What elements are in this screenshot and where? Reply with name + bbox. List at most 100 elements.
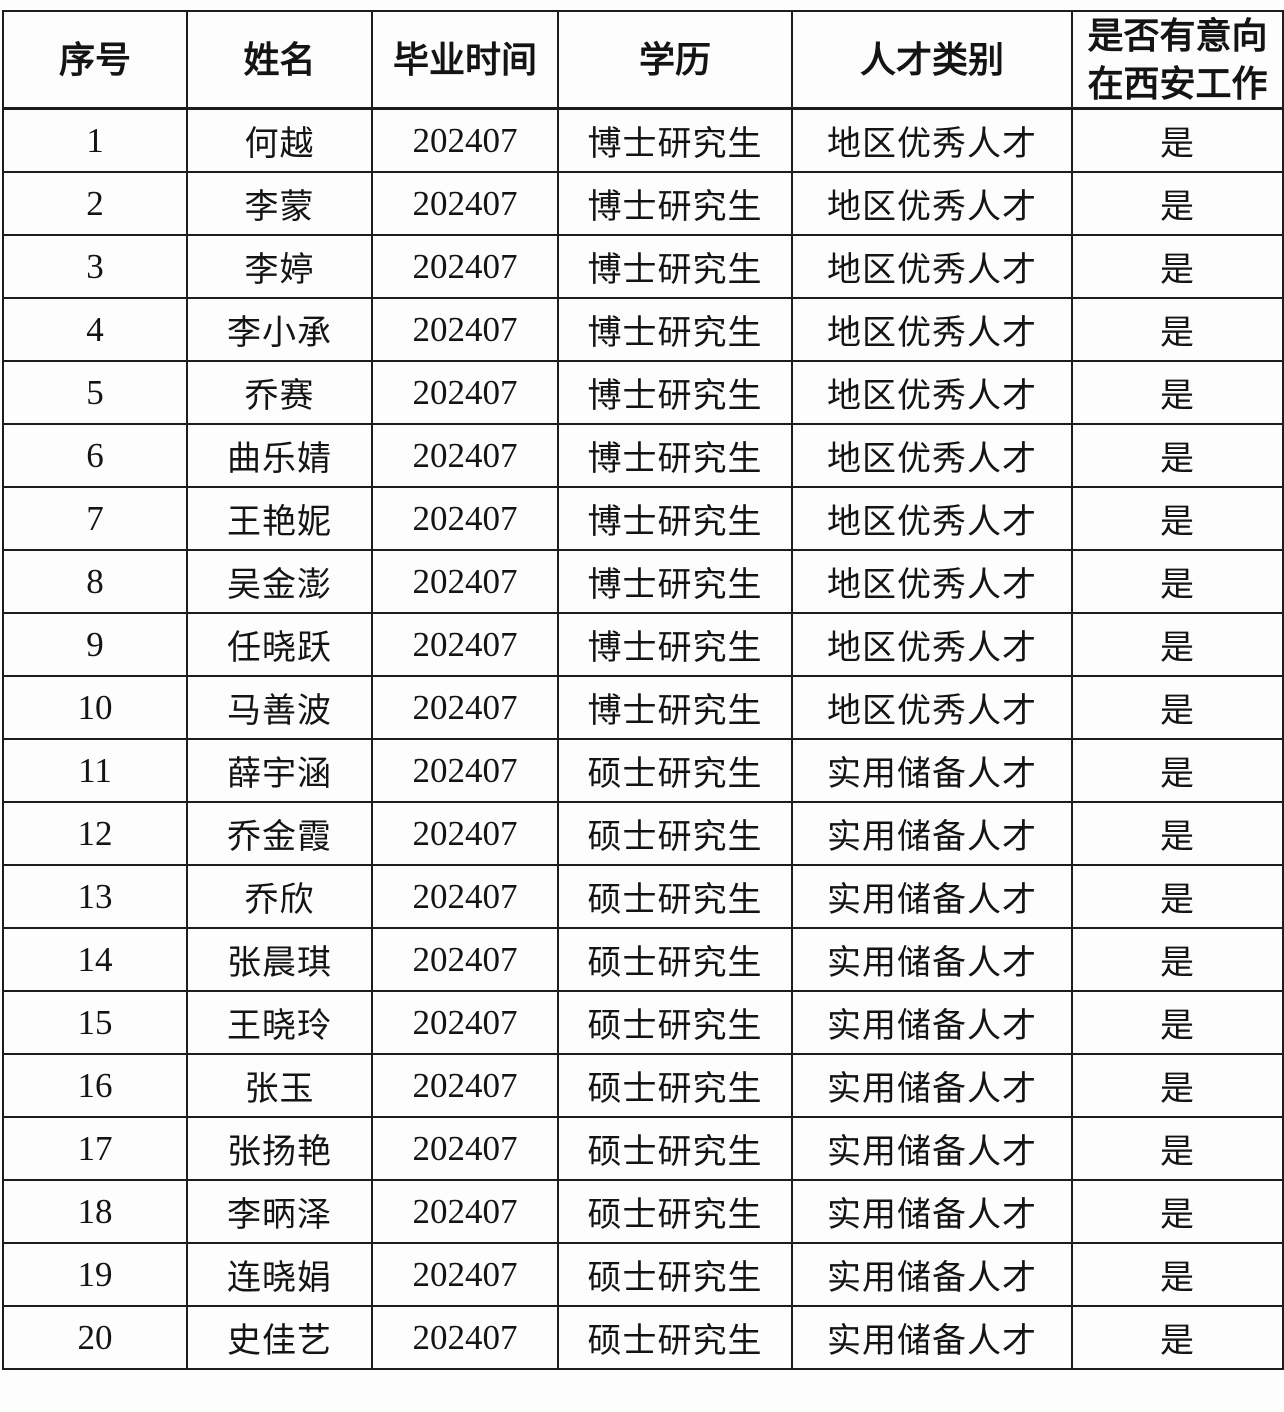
- cell-graduation-time: 202407: [371, 549, 559, 615]
- cell-name: 乔欣: [186, 864, 373, 930]
- cell-name: 连晓娟: [186, 1242, 373, 1308]
- cell-talent-category: 地区优秀人才: [791, 675, 1073, 741]
- table-row: 11 薛宇涵 202407 硕士研究生 实用储备人才是: [2, 738, 1284, 804]
- cell-education: 博士研究生: [557, 612, 793, 678]
- cell-xian-intent: 是: [1071, 675, 1284, 741]
- cell-graduation-time: 202407: [371, 1242, 559, 1308]
- cell-education: 博士研究生: [557, 360, 793, 426]
- cell-serial: 19: [2, 1242, 188, 1308]
- cell-name: 何越: [186, 107, 373, 174]
- header-xian-intent: 是否有意向 在西安工作: [1071, 10, 1284, 111]
- table-row: 4 李小承 202407 博士研究生 地区优秀人才是: [2, 297, 1284, 363]
- cell-serial: 6: [2, 423, 188, 489]
- cell-education: 硕士研究生: [557, 1053, 793, 1119]
- cell-serial: 1: [2, 107, 188, 174]
- cell-xian-intent: 是: [1071, 801, 1284, 867]
- cell-name: 李婷: [186, 234, 373, 300]
- cell-education: 博士研究生: [557, 423, 793, 489]
- header-talent-category: 人才类别: [791, 10, 1073, 111]
- table-row: 14 张晨琪 202407 硕士研究生 实用储备人才是: [2, 927, 1284, 993]
- table-row: 8 吴金澎 202407 博士研究生 地区优秀人才是: [2, 549, 1284, 615]
- cell-education: 博士研究生: [557, 549, 793, 615]
- cell-talent-category: 地区优秀人才: [791, 234, 1073, 300]
- cell-graduation-time: 202407: [371, 1179, 559, 1245]
- cell-graduation-time: 202407: [371, 360, 559, 426]
- cell-talent-category: 实用储备人才: [791, 738, 1073, 804]
- talent-table: 序号 姓名 毕业时间 学历 人才类别 是否有意向 在西安工作 1 何越 202407 博士研究生…: [2, 10, 1284, 1371]
- cell-name: 李昞泽: [186, 1179, 373, 1245]
- table-row: 17 张扬艳 202407 硕士研究生 实用储备人才是: [2, 1116, 1284, 1182]
- cell-serial: 16: [2, 1053, 188, 1119]
- cell-talent-category: 地区优秀人才: [791, 107, 1073, 174]
- cell-education: 博士研究生: [557, 486, 793, 552]
- cell-serial: 10: [2, 675, 188, 741]
- cell-graduation-time: 202407: [371, 297, 559, 363]
- cell-xian-intent: 是: [1071, 423, 1284, 489]
- cell-name: 张玉: [186, 1053, 373, 1119]
- cell-name: 史佳艺: [186, 1305, 373, 1371]
- cell-education: 硕士研究生: [557, 1305, 793, 1371]
- cell-serial: 4: [2, 297, 188, 363]
- table-row: 7 王艳妮 202407 博士研究生 地区优秀人才是: [2, 486, 1284, 552]
- cell-education: 硕士研究生: [557, 990, 793, 1056]
- cell-education: 博士研究生: [557, 171, 793, 237]
- cell-education: 博士研究生: [557, 675, 793, 741]
- cell-xian-intent: 是: [1071, 1116, 1284, 1182]
- cell-graduation-time: 202407: [371, 234, 559, 300]
- cell-graduation-time: 202407: [371, 927, 559, 993]
- cell-graduation-time: 202407: [371, 171, 559, 237]
- cell-xian-intent: 是: [1071, 1305, 1284, 1371]
- cell-serial: 7: [2, 486, 188, 552]
- cell-talent-category: 实用储备人才: [791, 927, 1073, 993]
- cell-graduation-time: 202407: [371, 738, 559, 804]
- cell-education: 硕士研究生: [557, 864, 793, 930]
- cell-serial: 3: [2, 234, 188, 300]
- cell-graduation-time: 202407: [371, 801, 559, 867]
- cell-xian-intent: 是: [1071, 360, 1284, 426]
- cell-xian-intent: 是: [1071, 234, 1284, 300]
- cell-education: 博士研究生: [557, 297, 793, 363]
- cell-xian-intent: 是: [1071, 297, 1284, 363]
- cell-talent-category: 实用储备人才: [791, 864, 1073, 930]
- cell-serial: 13: [2, 864, 188, 930]
- cell-talent-category: 实用储备人才: [791, 1305, 1073, 1371]
- cell-xian-intent: 是: [1071, 1242, 1284, 1308]
- cell-talent-category: 地区优秀人才: [791, 297, 1073, 363]
- cell-graduation-time: 202407: [371, 990, 559, 1056]
- cell-xian-intent: 是: [1071, 1179, 1284, 1245]
- cell-serial: 12: [2, 801, 188, 867]
- cell-name: 任晓跃: [186, 612, 373, 678]
- table-row: 20 史佳艺 202407 硕士研究生 实用储备人才是: [2, 1305, 1284, 1371]
- cell-name: 李小承: [186, 297, 373, 363]
- cell-serial: 9: [2, 612, 188, 678]
- table-row: 19 连晓娟 202407 硕士研究生 实用储备人才是: [2, 1242, 1284, 1308]
- cell-graduation-time: 202407: [371, 1053, 559, 1119]
- header-graduation-time: 毕业时间: [371, 10, 559, 111]
- cell-name: 吴金澎: [186, 549, 373, 615]
- cell-serial: 5: [2, 360, 188, 426]
- table-row: 5 乔赛 202407 博士研究生 地区优秀人才是: [2, 360, 1284, 426]
- cell-xian-intent: 是: [1071, 738, 1284, 804]
- cell-xian-intent: 是: [1071, 864, 1284, 930]
- cell-education: 硕士研究生: [557, 801, 793, 867]
- cell-name: 乔赛: [186, 360, 373, 426]
- cell-xian-intent: 是: [1071, 486, 1284, 552]
- cell-graduation-time: 202407: [371, 107, 559, 174]
- cell-graduation-time: 202407: [371, 1305, 559, 1371]
- cell-talent-category: 实用储备人才: [791, 1116, 1073, 1182]
- cell-talent-category: 实用储备人才: [791, 1179, 1073, 1245]
- cell-name: 曲乐婧: [186, 423, 373, 489]
- cell-graduation-time: 202407: [371, 486, 559, 552]
- cell-talent-category: 地区优秀人才: [791, 171, 1073, 237]
- cell-graduation-time: 202407: [371, 675, 559, 741]
- cell-name: 马善波: [186, 675, 373, 741]
- cell-xian-intent: 是: [1071, 612, 1284, 678]
- cell-name: 王晓玲: [186, 990, 373, 1056]
- cell-education: 博士研究生: [557, 107, 793, 174]
- cell-name: 王艳妮: [186, 486, 373, 552]
- table-row: 12 乔金霞 202407 硕士研究生 实用储备人才是: [2, 801, 1284, 867]
- cell-graduation-time: 202407: [371, 1116, 559, 1182]
- cell-talent-category: 地区优秀人才: [791, 612, 1073, 678]
- table-row: 18 李昞泽 202407 硕士研究生 实用储备人才是: [2, 1179, 1284, 1245]
